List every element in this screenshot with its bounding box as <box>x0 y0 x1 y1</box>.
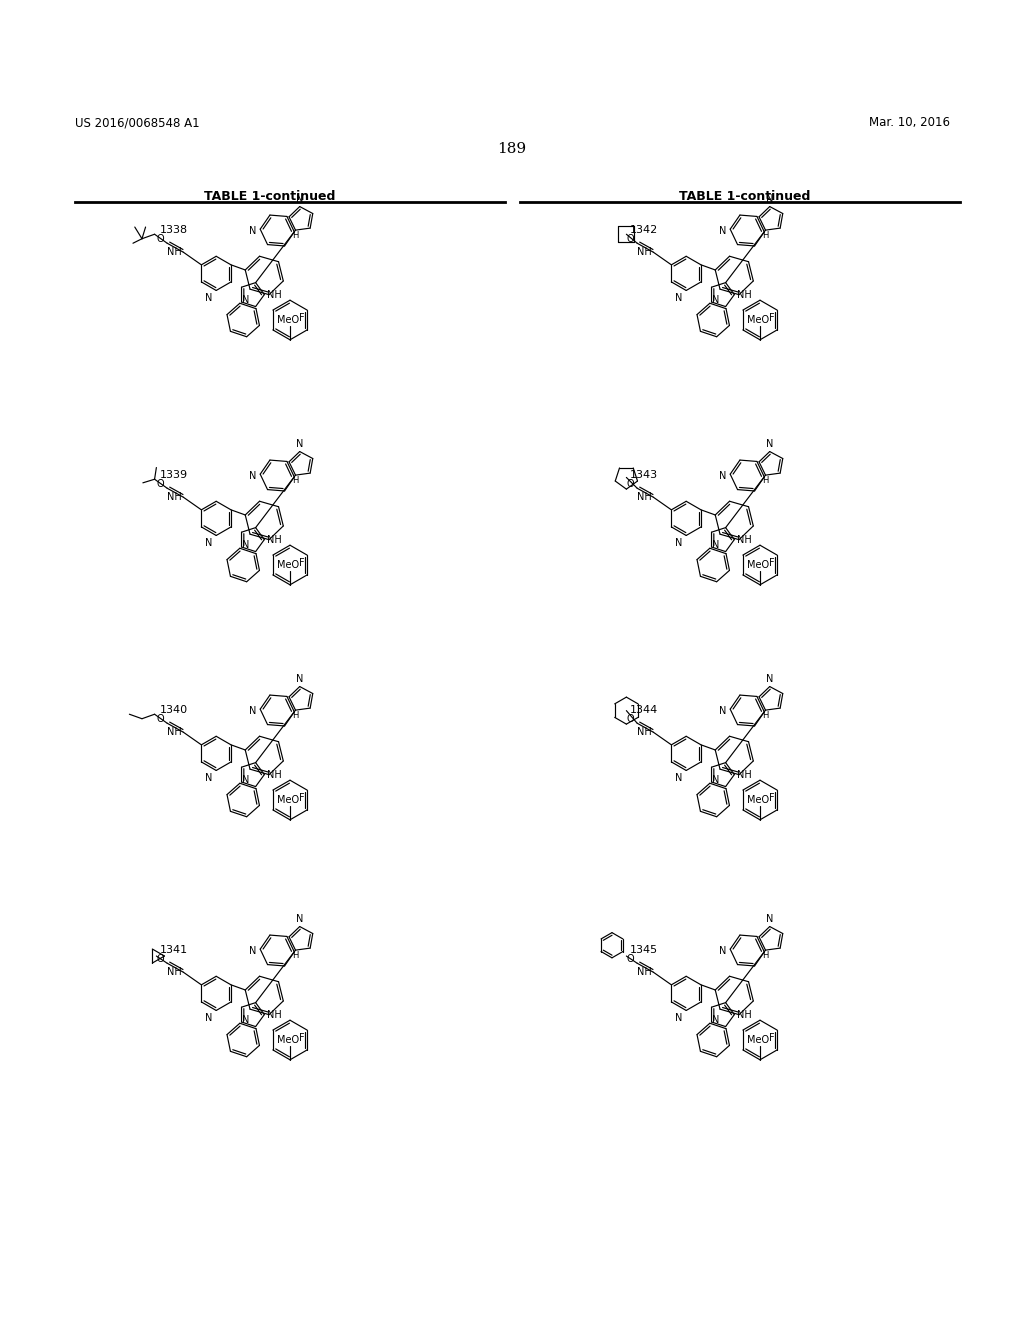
Text: H: H <box>762 477 769 486</box>
Text: MeO: MeO <box>746 561 769 570</box>
Text: MeO: MeO <box>746 315 769 326</box>
Text: N: N <box>766 913 773 924</box>
Text: MeO: MeO <box>746 1035 769 1045</box>
Text: F: F <box>769 1034 774 1043</box>
Text: N: N <box>296 194 303 203</box>
Text: F: F <box>299 558 304 568</box>
Text: US 2016/0068548 A1: US 2016/0068548 A1 <box>75 116 200 129</box>
Text: N: N <box>675 1014 682 1023</box>
Text: NH: NH <box>267 770 282 780</box>
Text: MeO: MeO <box>276 561 299 570</box>
Text: N: N <box>766 438 773 449</box>
Text: F: F <box>769 793 774 803</box>
Text: TABLE 1-continued: TABLE 1-continued <box>679 190 811 203</box>
Text: 1344: 1344 <box>630 705 658 715</box>
Text: NH: NH <box>267 535 282 545</box>
Text: O: O <box>627 954 634 965</box>
Text: N: N <box>719 946 726 956</box>
Text: H: H <box>292 231 299 240</box>
Text: N: N <box>205 774 212 784</box>
Text: Mar. 10, 2016: Mar. 10, 2016 <box>869 116 950 129</box>
Text: N: N <box>712 540 719 550</box>
Text: 1343: 1343 <box>630 470 658 480</box>
Text: N: N <box>205 1014 212 1023</box>
Text: NH: NH <box>167 727 181 738</box>
Text: NH: NH <box>637 492 651 502</box>
Text: NH: NH <box>637 247 651 257</box>
Text: 1338: 1338 <box>160 224 188 235</box>
Text: NH: NH <box>737 1010 752 1019</box>
Text: F: F <box>299 1034 304 1043</box>
Text: F: F <box>299 313 304 323</box>
Text: N: N <box>712 1015 719 1026</box>
Text: N: N <box>719 226 726 236</box>
Text: H: H <box>292 711 299 721</box>
Text: F: F <box>769 558 774 568</box>
Text: NH: NH <box>737 289 752 300</box>
Text: O: O <box>157 954 164 965</box>
Text: MeO: MeO <box>746 796 769 805</box>
Text: 1345: 1345 <box>630 945 658 954</box>
Text: 1341: 1341 <box>160 945 188 954</box>
Text: O: O <box>157 714 164 725</box>
Text: N: N <box>249 226 256 236</box>
Text: N: N <box>249 946 256 956</box>
Text: O: O <box>157 235 164 244</box>
Text: NH: NH <box>737 535 752 545</box>
Text: N: N <box>719 706 726 717</box>
Text: 1339: 1339 <box>160 470 188 480</box>
Text: N: N <box>242 1015 249 1026</box>
Text: O: O <box>627 714 634 725</box>
Text: NH: NH <box>637 727 651 738</box>
Text: 1340: 1340 <box>160 705 188 715</box>
Text: N: N <box>249 706 256 717</box>
Text: N: N <box>719 471 726 482</box>
Text: F: F <box>769 313 774 323</box>
Text: NH: NH <box>737 770 752 780</box>
Text: H: H <box>292 477 299 486</box>
Text: N: N <box>242 296 249 305</box>
Text: MeO: MeO <box>276 315 299 326</box>
Text: N: N <box>675 539 682 549</box>
Text: N: N <box>242 775 249 785</box>
Text: H: H <box>762 711 769 721</box>
Text: 1342: 1342 <box>630 224 658 235</box>
Text: O: O <box>627 235 634 244</box>
Text: NH: NH <box>637 968 651 977</box>
Text: H: H <box>292 952 299 960</box>
Text: F: F <box>299 793 304 803</box>
Text: N: N <box>205 293 212 304</box>
Text: NH: NH <box>167 247 181 257</box>
Text: H: H <box>762 952 769 960</box>
Text: MeO: MeO <box>276 796 299 805</box>
Text: N: N <box>766 194 773 203</box>
Text: O: O <box>157 479 164 490</box>
Text: H: H <box>762 231 769 240</box>
Text: N: N <box>766 673 773 684</box>
Text: N: N <box>296 913 303 924</box>
Text: N: N <box>712 775 719 785</box>
Text: N: N <box>242 540 249 550</box>
Text: NH: NH <box>267 289 282 300</box>
Text: N: N <box>296 673 303 684</box>
Text: N: N <box>205 539 212 549</box>
Text: N: N <box>675 774 682 784</box>
Text: N: N <box>675 293 682 304</box>
Text: NH: NH <box>167 492 181 502</box>
Text: N: N <box>296 438 303 449</box>
Text: N: N <box>249 471 256 482</box>
Text: N: N <box>712 296 719 305</box>
Text: NH: NH <box>167 968 181 977</box>
Text: 189: 189 <box>498 143 526 156</box>
Text: TABLE 1-continued: TABLE 1-continued <box>205 190 336 203</box>
Text: O: O <box>627 479 634 490</box>
Text: NH: NH <box>267 1010 282 1019</box>
Text: MeO: MeO <box>276 1035 299 1045</box>
